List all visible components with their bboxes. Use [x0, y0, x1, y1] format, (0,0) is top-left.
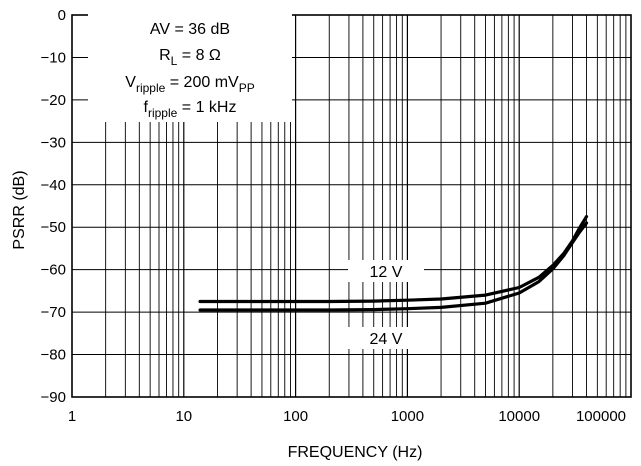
x-tick-label: 1	[68, 408, 76, 425]
y-tick-label: −40	[41, 177, 66, 194]
y-tick-label: −20	[41, 92, 66, 109]
series-layer	[198, 215, 589, 312]
y-tick-label: −90	[41, 389, 66, 406]
y-tick-label: −80	[41, 347, 66, 364]
y-tick-label: −70	[41, 304, 66, 321]
y-tick-label: −10	[41, 49, 66, 66]
x-tick-label: 100000	[576, 408, 626, 425]
x-axis-title: FREQUENCY (Hz)	[288, 444, 423, 461]
series-line-24v	[198, 221, 589, 312]
series-label-24v: 24 V	[370, 331, 403, 348]
plot-frame	[71, 14, 632, 398]
series-label-bg-12v	[348, 260, 424, 282]
series-label-bg-24v	[348, 327, 424, 349]
tick-labels: 0 −10 −20 −30 −40 −50 −60 −70 −80 −901 10 100 1000 10…	[41, 7, 626, 425]
x-tick-label: 10000	[498, 408, 540, 425]
annotation-fripple: fripple = 1 kHz	[144, 99, 237, 120]
x-tick-label: 1000	[391, 408, 424, 425]
y-tick-label: −60	[41, 262, 66, 279]
y-axis-title: PSRR (dB)	[11, 170, 28, 249]
y-tick-label: −30	[41, 134, 66, 151]
y-tick-label: 0	[58, 7, 66, 24]
y-tick-label: −50	[41, 219, 66, 236]
annotation-load: RL = 8 Ω	[159, 47, 221, 68]
x-tick-label: 10	[175, 408, 192, 425]
annotation-gain: AV = 36 dB	[150, 21, 230, 38]
annotation-background	[88, 4, 292, 122]
x-tick-label: 100	[283, 408, 308, 425]
annotation-vripple: Vripple = 200 mVPP	[125, 74, 254, 95]
series-label-12v: 12 V	[370, 264, 403, 281]
